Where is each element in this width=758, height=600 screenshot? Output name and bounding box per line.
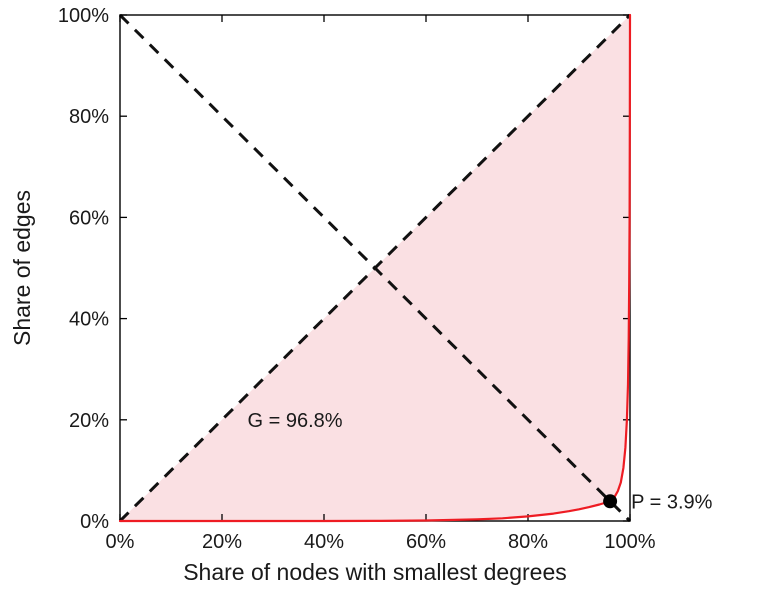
p-label: P = 3.9% xyxy=(631,491,713,513)
x-axis-label: Share of nodes with smallest degrees xyxy=(183,559,567,585)
y-tick-label: 80% xyxy=(69,106,109,128)
y-tick-label: 20% xyxy=(69,410,109,432)
x-tick-label: 0% xyxy=(106,531,135,553)
y-tick-label: 100% xyxy=(58,5,109,27)
gini-label: G = 96.8% xyxy=(248,410,343,432)
p-intersection-point xyxy=(603,494,618,509)
y-axis-label: Share of edges xyxy=(9,190,35,346)
x-tick-label: 100% xyxy=(604,531,655,553)
x-tick-label: 80% xyxy=(508,531,548,553)
y-tick-label: 40% xyxy=(69,309,109,331)
lorenz-curve xyxy=(118,13,632,523)
anti-diagonal-line xyxy=(118,13,632,523)
y-tick-label: 60% xyxy=(69,207,109,229)
y-tick-label: 0% xyxy=(80,511,109,533)
x-tick-label: 40% xyxy=(304,531,344,553)
x-tick-label: 20% xyxy=(202,531,242,553)
x-tick-label: 60% xyxy=(406,531,446,553)
